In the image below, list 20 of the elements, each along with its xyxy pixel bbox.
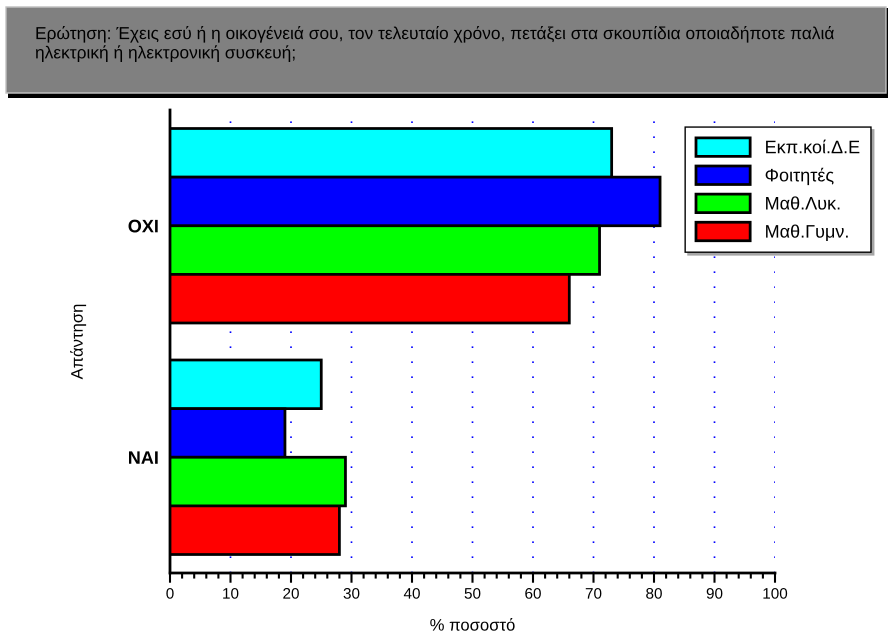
x-tick-label: 0 bbox=[166, 588, 174, 599]
legend-label: Εκπ.κοί.Δ.Ε bbox=[766, 140, 860, 154]
x-tick-label: 90 bbox=[706, 588, 722, 599]
x-axis-title: % ποσοστό bbox=[430, 618, 515, 631]
y-axis-title: Απάντηση bbox=[70, 304, 86, 380]
x-tick-label: 50 bbox=[464, 588, 480, 599]
chart-title: Ερώτηση: Έχεις εσύ ή η οικογένειά σου, τον τελευταίο χρόνο, πετάξει στα σκουπίδια οποιαδήποτε παλιά ηλεκτρική ή ηλεκτρονική συσκευή; bbox=[36, 26, 834, 62]
x-tick-label: 100 bbox=[763, 588, 788, 599]
x-tick-label: 80 bbox=[646, 588, 662, 599]
x-tick-label: 20 bbox=[283, 588, 299, 599]
x-tick-label: 30 bbox=[344, 588, 360, 599]
x-tick-label: 10 bbox=[223, 588, 238, 599]
y-tick-label: ΟΧΙ bbox=[128, 220, 158, 232]
x-tick-label: 40 bbox=[404, 588, 420, 599]
legend-label: Μαθ.Γυμν. bbox=[766, 224, 848, 242]
y-tick-label: ΝΑΙ bbox=[129, 451, 158, 464]
x-tick-label: 70 bbox=[586, 588, 602, 599]
legend-label: Φοιτητές bbox=[766, 168, 834, 186]
legend-label: Μαθ.Λυκ. bbox=[766, 196, 840, 210]
x-tick-label: 60 bbox=[525, 588, 541, 599]
